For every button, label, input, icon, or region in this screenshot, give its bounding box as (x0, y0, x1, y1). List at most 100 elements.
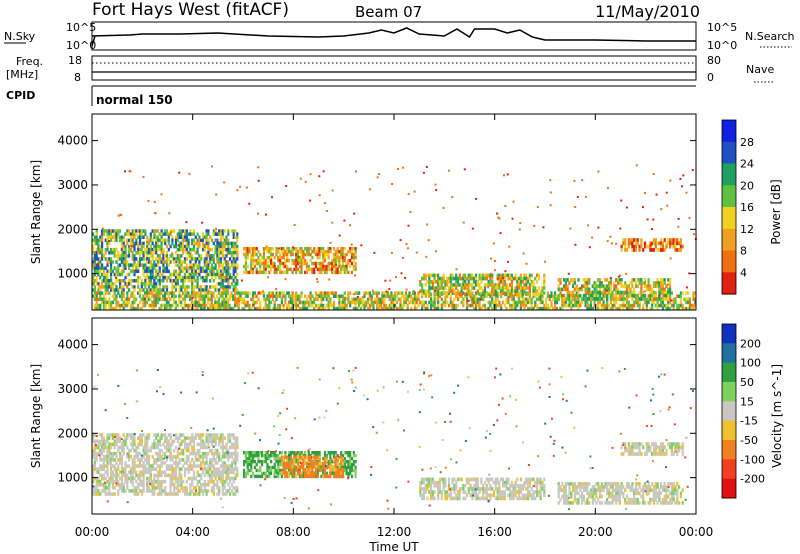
heatmap-cell (271, 261, 274, 266)
heatmap-cell (124, 303, 127, 308)
heatmap-cell (180, 275, 183, 280)
heatmap-cell (446, 280, 449, 284)
heatmap-cell (523, 306, 526, 311)
heatmap-cell (455, 280, 458, 284)
heatmap-cell (212, 486, 215, 490)
heatmap-cell (115, 294, 118, 298)
heatmap-cell (660, 287, 663, 292)
heatmap-cell (314, 294, 318, 298)
heatmap-cell (266, 297, 269, 302)
heatmap-cell (577, 287, 580, 292)
heatmap-cell (280, 255, 283, 260)
heatmap-cell (266, 454, 269, 458)
heatmap-cell (541, 294, 544, 298)
heatmap-cell (350, 250, 354, 254)
heatmap-cell (566, 297, 569, 301)
heatmap-cell (561, 287, 564, 292)
heatmap-cell (155, 479, 158, 484)
heatmap-cell (298, 474, 301, 479)
heatmap-cell (622, 297, 625, 301)
heatmap-cell (229, 479, 232, 484)
heatmap-cell (122, 244, 125, 249)
heatmap-cell (200, 288, 203, 292)
y-tick-label: 1000 (57, 267, 88, 281)
heatmap-cell (227, 448, 230, 453)
heatmap-cell (203, 467, 206, 471)
heatmap-cell (453, 283, 456, 287)
heatmap-cell (492, 306, 496, 311)
heatmap-cell (462, 276, 465, 281)
heatmap-cell (194, 433, 197, 437)
heatmap-cell (183, 467, 187, 471)
heatmap-cell (164, 232, 167, 236)
heatmap-cell (409, 210, 412, 213)
heatmap-cell (563, 297, 566, 301)
heatmap-cell (503, 174, 505, 177)
heatmap-cell (104, 297, 107, 302)
heatmap-cell (122, 260, 125, 264)
heatmap-cell (229, 476, 232, 481)
heatmap-cell (309, 267, 312, 272)
heatmap-cell (295, 267, 298, 272)
heatmap-cell (214, 285, 217, 289)
heatmap-cell (126, 300, 129, 305)
heatmap-cell (173, 455, 176, 459)
heatmap-cell (300, 267, 303, 272)
heatmap-cell (225, 254, 228, 258)
heatmap-cell (95, 254, 98, 258)
heatmap-cell (218, 244, 221, 249)
heatmap-cell (549, 204, 552, 207)
heatmap-cell (425, 255, 428, 258)
heatmap-cell (93, 464, 96, 468)
heatmap-cell (287, 267, 291, 272)
heatmap-cell (122, 451, 125, 456)
heatmap-cell (485, 292, 488, 297)
heatmap-cell (97, 272, 100, 277)
heatmap-cell (687, 306, 690, 311)
heatmap-cell (492, 242, 495, 245)
heatmap-cell (259, 252, 262, 257)
heatmap-cell (464, 292, 467, 297)
heatmap-cell (95, 451, 98, 456)
heatmap-cell (598, 287, 602, 292)
colorbar-swatch (722, 120, 736, 143)
heatmap-cell (151, 275, 154, 280)
heatmap-cell (212, 260, 215, 264)
heatmap-cell (169, 260, 172, 264)
heatmap-cell (248, 468, 251, 473)
heatmap-cell (460, 276, 463, 281)
heatmap-cell (244, 451, 247, 455)
heatmap-cell (108, 461, 111, 465)
heatmap-cell (156, 257, 160, 261)
heatmap-cell (113, 479, 116, 484)
heatmap-cell (137, 269, 140, 274)
heatmap-cell (142, 269, 145, 274)
heatmap-cell (93, 238, 96, 243)
heatmap-cell (155, 238, 158, 243)
heatmap-cell (95, 479, 98, 484)
heatmap-cell (402, 256, 404, 259)
heatmap-cell (440, 303, 443, 308)
heatmap-cell (579, 300, 582, 305)
heatmap-cell (471, 283, 474, 287)
heatmap-cell (108, 291, 111, 295)
heatmap-cell (158, 291, 161, 295)
heatmap-cell (500, 286, 503, 290)
heatmap-cell (192, 244, 196, 249)
heatmap-cell (151, 486, 154, 490)
heatmap-cell (471, 227, 474, 230)
heatmap-cell (600, 284, 603, 288)
heatmap-cell (656, 303, 659, 308)
heatmap-cell (347, 294, 350, 298)
heatmap-cell (149, 464, 152, 468)
heatmap-cell (340, 294, 343, 298)
heatmap-cell (126, 263, 129, 267)
heatmap-cell (433, 289, 436, 292)
heatmap-cell (265, 245, 268, 248)
heatmap-cell (296, 297, 300, 302)
heatmap-cell (595, 294, 598, 298)
heatmap-cell (223, 492, 226, 496)
heatmap-cell (638, 248, 641, 252)
heatmap-cell (243, 300, 246, 305)
heatmap-cell (229, 492, 232, 496)
